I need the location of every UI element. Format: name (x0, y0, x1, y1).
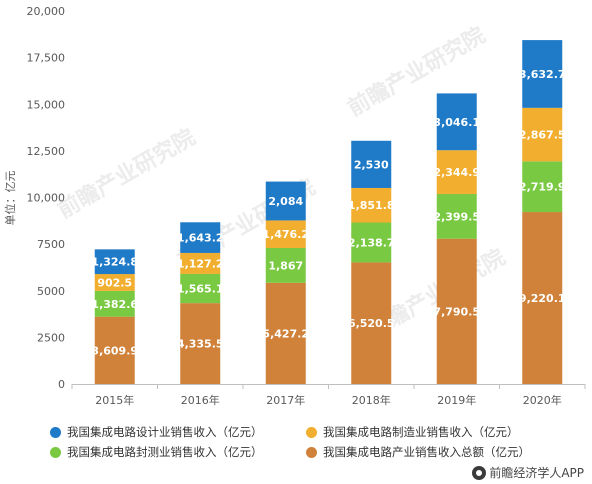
stacked-bar-chart: 前瞻产业研究院前瞻产业研究院前瞻产业研究院前瞻产业研究院 02500500075… (3, 5, 586, 407)
y-axis: 0 2500 5000 7500 10,000 12,500 15,000 17,500 20,… (27, 5, 66, 391)
legend-item: 我国集成电路封测业销售收入（亿元） (50, 444, 263, 460)
y-tick-label: 10,000 (27, 192, 66, 205)
brand-logo-icon (472, 465, 487, 480)
y-tick-label: 20,000 (27, 5, 66, 18)
bar-segment (436, 238, 477, 384)
footer-brand-text: 前瞻经济学人APP (489, 466, 584, 480)
bar-segment (94, 249, 135, 275)
legend-label: 我国集成电路制造业销售收入（亿元） (323, 425, 519, 439)
legend-item: 我国集成电路制造业销售收入（亿元） (306, 424, 519, 440)
y-tick-label: 2500 (37, 331, 65, 344)
x-tick-label: 2016年 (181, 393, 220, 407)
bar-segment (94, 274, 135, 291)
legend-label: 我国集成电路封测业销售收入（亿元） (67, 445, 263, 459)
data-label: 1,127.2 (177, 257, 224, 270)
y-tick-label: 0 (58, 378, 65, 391)
data-label: 6,520.5 (348, 317, 395, 330)
data-label: 3,609.9 (91, 344, 138, 357)
data-label: 2,399.5 (433, 210, 480, 223)
data-label: 7,790.5 (433, 305, 480, 318)
bar-segment (351, 222, 392, 263)
x-tick-label: 2018年 (352, 393, 391, 407)
data-label: 9,220.1 (519, 292, 566, 305)
legend-swatch (306, 446, 317, 458)
data-label: 2,867.5 (519, 129, 566, 142)
bar-segment (351, 262, 392, 384)
bar-segment (265, 247, 306, 283)
data-label: 1,643.2 (177, 232, 224, 245)
data-label: 5,427.2 (262, 327, 309, 340)
bar-segment (522, 212, 563, 384)
bar-segment (180, 303, 221, 384)
y-axis-label: 单位：亿元 (3, 171, 17, 226)
data-label: 3,632.7 (519, 68, 566, 81)
bar-segment (265, 220, 306, 248)
legend-swatch (50, 446, 61, 458)
bar-segment (351, 187, 392, 223)
bar-segment (180, 222, 221, 253)
x-axis: 2015年 2016年 2017年 2018年 2019年 2020年 (71, 384, 586, 407)
legend-label: 我国集成电路设计业销售收入（亿元） (67, 425, 263, 439)
y-tick-label: 12,500 (27, 145, 66, 158)
bar-segment (522, 107, 563, 162)
x-tick-label: 2019年 (437, 393, 476, 407)
x-tick-label: 2017年 (266, 393, 305, 407)
data-label: 2,138.7 (348, 236, 395, 249)
bar-segment (265, 282, 306, 384)
data-label: 3,046.1 (433, 116, 480, 129)
x-tick-label: 2020年 (523, 393, 562, 407)
bar-layer: 3,609.9 1,382.6 902.5 1,324.8 4,335.5 1,565.1… (91, 40, 566, 384)
bar-segment (351, 140, 392, 188)
data-label: 2,719.9 (519, 181, 566, 194)
bar-segment (94, 316, 135, 384)
watermark-text: 前瞻产业研究院 (53, 124, 199, 224)
y-tick-label: 7500 (37, 238, 65, 251)
data-label: 2,344.9 (433, 166, 480, 179)
bar-segment (265, 181, 306, 221)
legend-item: 我国集成电路设计业销售收入（亿元） (50, 424, 263, 440)
data-label: 4,335.5 (177, 338, 224, 351)
y-tick-label: 17,500 (27, 52, 66, 65)
data-label: 1,851.8 (348, 199, 395, 212)
legend-swatch (50, 426, 61, 438)
bar-segment (94, 290, 135, 317)
data-label: 1,324.8 (91, 256, 138, 269)
data-label: 2,530 (354, 158, 389, 171)
y-tick-label: 5000 (37, 285, 65, 298)
data-label: 1,382.6 (91, 298, 138, 311)
footer-brand: 前瞻经济学人APP (472, 464, 584, 481)
y-tick-label: 15,000 (27, 98, 66, 111)
data-label: 1,476.2 (262, 228, 309, 241)
bar-segment (522, 161, 563, 213)
data-label: 902.5 (97, 276, 132, 289)
bar-segment (522, 40, 563, 108)
legend-swatch (306, 426, 317, 438)
bar-segment (180, 252, 221, 274)
legend-item: 我国集成电路产业销售收入总额（亿元） (306, 444, 530, 460)
data-label: 1,565.1 (177, 283, 224, 296)
data-label: 2,084 (268, 195, 303, 208)
data-label: 1,867 (268, 259, 303, 272)
bar-segment (180, 273, 221, 304)
legend-label: 我国集成电路产业销售收入总额（亿元） (323, 445, 530, 459)
bar-segment (436, 193, 477, 239)
bar-segment (436, 93, 477, 151)
x-tick-label: 2015年 (95, 393, 134, 407)
bar-segment (436, 150, 477, 194)
